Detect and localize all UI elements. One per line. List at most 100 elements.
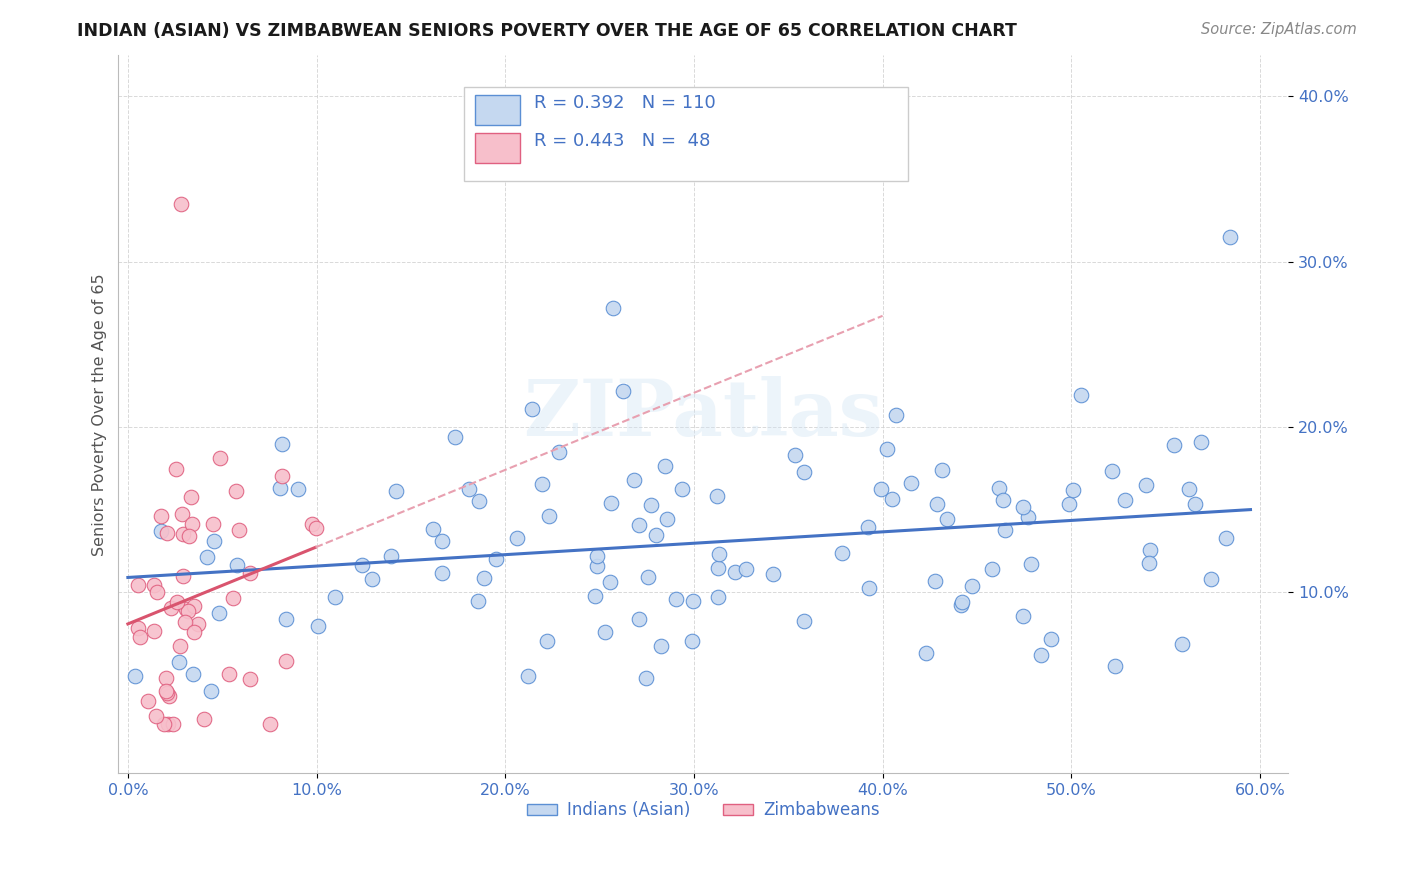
Point	[167, 656, 190, 670]
Point	[187, 617, 209, 632]
Point	[793, 614, 815, 628]
Point	[270, 469, 292, 483]
Point	[485, 551, 508, 566]
Point	[156, 685, 179, 699]
Point	[422, 522, 444, 536]
Point	[385, 483, 408, 498]
Point	[682, 594, 704, 608]
Point	[169, 639, 191, 653]
Point	[623, 473, 645, 487]
Point	[458, 482, 481, 496]
Point	[301, 516, 323, 531]
Point	[323, 590, 346, 604]
Point	[444, 430, 467, 444]
Point	[1114, 492, 1136, 507]
Point	[218, 667, 240, 681]
Point	[1135, 478, 1157, 492]
Point	[228, 523, 250, 537]
Point	[931, 463, 953, 477]
Point	[225, 484, 247, 499]
Point	[193, 712, 215, 726]
Point	[531, 477, 554, 491]
Point	[506, 531, 529, 545]
Point	[599, 574, 621, 589]
Point	[180, 517, 202, 532]
Point	[304, 520, 326, 534]
Point	[124, 669, 146, 683]
Point	[884, 408, 907, 422]
Text: INDIAN (ASIAN) VS ZIMBABWEAN SENIORS POVERTY OVER THE AGE OF 65 CORRELATION CHAR: INDIAN (ASIAN) VS ZIMBABWEAN SENIORS POV…	[77, 22, 1017, 40]
Point	[637, 570, 659, 584]
Point	[516, 669, 538, 683]
Point	[538, 509, 561, 524]
Text: R = 0.392   N = 110: R = 0.392 N = 110	[534, 95, 716, 112]
Point	[831, 546, 853, 560]
Point	[1031, 648, 1053, 662]
Point	[1062, 483, 1084, 498]
Point	[994, 523, 1017, 537]
Point	[1070, 388, 1092, 402]
Point	[991, 493, 1014, 508]
Point	[671, 483, 693, 497]
Point	[960, 579, 983, 593]
Text: ZIPatlas: ZIPatlas	[523, 376, 883, 452]
Point	[166, 595, 188, 609]
Point	[665, 591, 688, 606]
Point	[869, 482, 891, 496]
Point	[143, 578, 166, 592]
Point	[1215, 531, 1237, 545]
Point	[174, 615, 197, 629]
Point	[1219, 229, 1241, 244]
Point	[925, 497, 948, 511]
Point	[155, 671, 177, 685]
Point	[180, 490, 202, 504]
Point	[157, 690, 180, 704]
Point	[200, 684, 222, 698]
Point	[1104, 659, 1126, 673]
Point	[360, 572, 382, 586]
Point	[269, 481, 291, 495]
Point	[628, 612, 651, 626]
Point	[380, 549, 402, 564]
Point	[177, 604, 200, 618]
Point	[202, 534, 225, 549]
Point	[145, 708, 167, 723]
Point	[472, 571, 495, 585]
Point	[1178, 482, 1201, 496]
Point	[1059, 497, 1081, 511]
Point	[709, 547, 731, 561]
Point	[856, 520, 879, 534]
Text: Source: ZipAtlas.com: Source: ZipAtlas.com	[1201, 22, 1357, 37]
Point	[183, 599, 205, 613]
Point	[1019, 557, 1042, 571]
Point	[162, 717, 184, 731]
Point	[586, 559, 609, 574]
Point	[307, 619, 329, 633]
Point	[208, 450, 231, 465]
Point	[586, 549, 609, 564]
Point	[1017, 510, 1039, 524]
Point	[793, 466, 815, 480]
Point	[640, 498, 662, 512]
Point	[155, 684, 177, 698]
Point	[988, 481, 1011, 495]
Point	[432, 566, 454, 580]
Point	[183, 625, 205, 640]
Point	[600, 496, 623, 510]
Point	[430, 533, 453, 548]
Point	[157, 717, 180, 731]
Point	[159, 601, 181, 615]
Point	[595, 624, 617, 639]
Point	[915, 646, 938, 660]
Point	[149, 508, 172, 523]
Point	[655, 512, 678, 526]
Point	[762, 566, 785, 581]
Point	[1101, 464, 1123, 478]
Point	[195, 549, 218, 564]
Point	[1171, 637, 1194, 651]
Point	[654, 458, 676, 473]
Point	[900, 476, 922, 491]
Point	[706, 489, 728, 503]
Point	[950, 598, 973, 612]
Point	[172, 526, 194, 541]
